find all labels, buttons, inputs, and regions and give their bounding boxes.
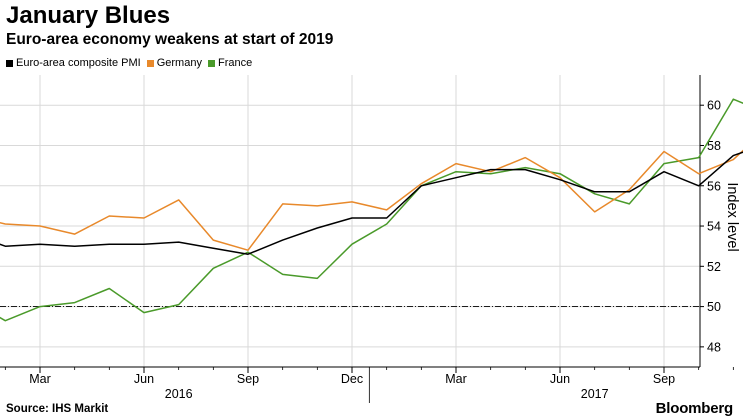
x-tick-label: Sep [237, 372, 259, 386]
series-line-euro-area-composite-pmi [0, 151, 743, 255]
legend-label-euro-area: Euro-area composite PMI [16, 57, 141, 69]
x-tick-label: Jun [134, 372, 154, 386]
chart-legend: Euro-area composite PMI Germany France [6, 57, 258, 69]
y-axis-title: Index level [724, 182, 740, 251]
source-note: Source: IHS Markit [6, 403, 109, 415]
legend-swatch-france [207, 59, 215, 67]
x-year-label: 2016 [165, 387, 193, 401]
series-line-germany [0, 149, 743, 251]
y-tick-label: 54 [707, 220, 721, 234]
legend-label-france: France [217, 57, 253, 69]
y-tick-label: 50 [707, 300, 721, 314]
legend-item-germany: Germany [146, 57, 202, 69]
x-tick-label: Jun [550, 372, 570, 386]
y-tick-label: 60 [707, 99, 721, 113]
legend-swatch-germany [146, 59, 154, 67]
y-tick-label: 52 [707, 260, 721, 274]
chart-subtitle: Euro-area economy weakens at start of 20… [6, 31, 334, 48]
series-line-france [0, 98, 743, 322]
y-tick-label: 56 [707, 179, 721, 193]
y-tick-label: 58 [707, 139, 721, 153]
chart-title: January Blues [6, 2, 171, 29]
legend-label-germany: Germany [156, 57, 202, 69]
x-year-label: 2017 [581, 387, 609, 401]
x-tick-label: Mar [29, 372, 51, 386]
y-tick-label: 48 [707, 340, 721, 354]
legend-swatch-euro-area [6, 59, 13, 67]
x-tick-label: Sep [653, 372, 675, 386]
legend-item-euro-area: Euro-area composite PMI [6, 57, 141, 69]
legend-item-france: France [207, 57, 253, 69]
x-tick-label: Mar [445, 372, 467, 386]
x-tick-label: Dec [341, 372, 363, 386]
bloomberg-logo: Bloomberg [655, 400, 734, 417]
